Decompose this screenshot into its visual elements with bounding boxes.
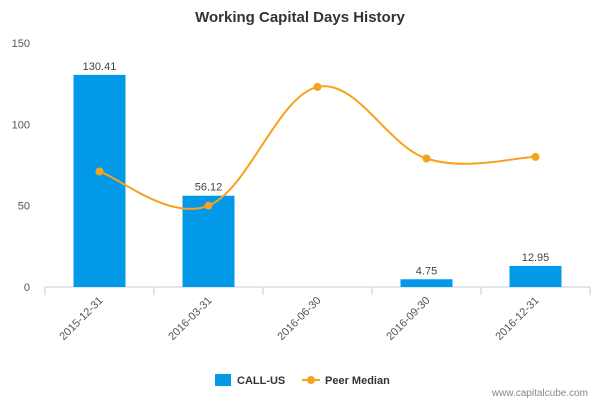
data-labels: 130.41 56.12 4.75 12.95	[83, 61, 550, 277]
bar-data-label: 12.95	[522, 252, 550, 264]
legend-peer-median-label: Peer Median	[325, 375, 390, 387]
legend: CALL-US Peer Median	[215, 374, 390, 387]
peer-median-point	[95, 167, 104, 176]
bar-data-label: 56.12	[195, 182, 223, 194]
peer-median-point	[422, 154, 431, 163]
bar-series	[73, 74, 562, 288]
y-tick-label: 50	[18, 201, 30, 213]
chart-title: Working Capital Days History	[195, 9, 405, 26]
bar	[509, 265, 562, 287]
y-tick-label: 0	[24, 282, 30, 294]
peer-median-point	[531, 152, 540, 161]
bar	[182, 195, 235, 287]
watermark: www.capitalcube.com	[491, 388, 588, 399]
peer-median-point	[204, 201, 213, 210]
legend-call-us-label: CALL-US	[237, 375, 285, 387]
x-tick-label: 2016-12-31	[493, 295, 541, 343]
bar-data-label: 4.75	[416, 265, 437, 277]
line-series	[95, 82, 540, 210]
x-axis: 2015-12-31 2016-03-31 2016-06-30 2016-09-30…	[44, 286, 591, 343]
y-tick-label: 150	[12, 38, 30, 50]
y-axis: 0 50 100 150	[12, 38, 30, 294]
bar-data-label: 130.41	[83, 61, 117, 73]
x-tick-label: 2016-03-31	[166, 295, 214, 343]
x-tick-label: 2016-06-30	[275, 295, 323, 343]
peer-median-point	[313, 82, 322, 91]
legend-peer-median-dot-icon	[307, 376, 315, 384]
x-tick-label: 2016-09-30	[384, 295, 432, 343]
x-tick-label: 2015-12-31	[57, 295, 105, 343]
legend-call-us-icon	[215, 374, 231, 386]
peer-median-line	[99, 85, 536, 210]
bar	[400, 279, 453, 287]
y-tick-label: 100	[12, 119, 30, 131]
